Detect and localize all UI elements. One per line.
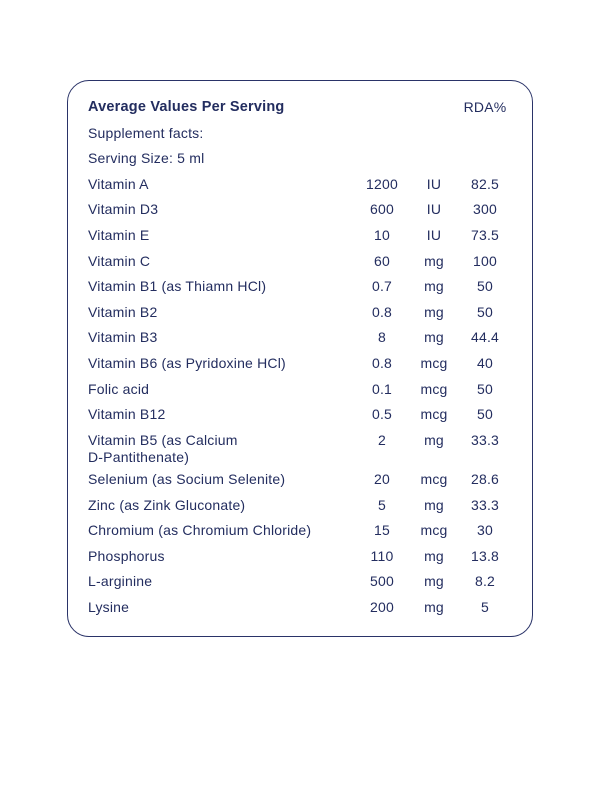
nutrient-amount: 2 xyxy=(378,431,386,448)
nutrient-row: Vitamin B12 0.5 mcg 50 xyxy=(88,402,512,428)
nutrient-row: Selenium (as Socium Selenite) 20 mcg 28.… xyxy=(88,467,512,493)
nutrient-name: Vitamin B5 (as Calcium D-Pantithenate) xyxy=(88,431,238,466)
nutrient-amount: 5 xyxy=(378,496,386,513)
serving-size-line-row: Serving Size: 5 ml xyxy=(88,146,512,172)
nutrient-rda: 50 xyxy=(477,406,493,423)
nutrient-rda: 8.2 xyxy=(474,573,496,590)
nutrient-amount: 0.1 xyxy=(371,380,393,397)
supplement-facts-line: Supplement facts: xyxy=(88,124,204,141)
nutrient-rda: 73.5 xyxy=(470,226,500,243)
nutrient-amount: 600 xyxy=(370,201,394,218)
nutrient-name: Vitamin B2 xyxy=(88,303,158,320)
nutrient-amount: 15 xyxy=(374,522,390,539)
nutrient-name: Phosphorus xyxy=(88,547,165,564)
nutrient-rda: 50 xyxy=(477,380,493,397)
nutrient-unit: IU xyxy=(426,226,442,243)
nutrient-amount: 0.8 xyxy=(371,303,393,320)
nutrient-row: Zinc (as Zink Gluconate) 5 mg 33.3 xyxy=(88,493,512,519)
nutrient-rda: 33.3 xyxy=(470,496,500,513)
nutrient-amount: 60 xyxy=(374,252,390,269)
facts-title: Average Values Per Serving xyxy=(88,99,285,115)
nutrient-amount: 8 xyxy=(378,329,386,346)
nutrient-unit: IU xyxy=(426,175,442,192)
nutrient-row: Phosphorus 110 mg 13.8 xyxy=(88,544,512,570)
nutrient-row: Folic acid 0.1 mcg 50 xyxy=(88,377,512,403)
nutrient-name: Folic acid xyxy=(88,380,150,397)
nutrient-row: Vitamin C 60 mg 100 xyxy=(88,249,512,275)
nutrient-amount: 10 xyxy=(374,226,390,243)
nutrient-unit: mg xyxy=(424,303,444,320)
nutrient-row: Vitamin E 10 IU 73.5 xyxy=(88,223,512,249)
nutrient-unit: mg xyxy=(424,598,444,615)
nutrient-name: Vitamin B6 (as Pyridoxine HCl) xyxy=(88,354,286,371)
nutrient-rda: 50 xyxy=(477,278,493,295)
nutrient-amount: 110 xyxy=(370,547,394,564)
nutrient-unit: mcg xyxy=(420,522,448,539)
nutrient-name: Vitamin D3 xyxy=(88,201,159,218)
nutrient-unit: mg xyxy=(424,431,444,448)
nutrient-amount: 1200 xyxy=(366,175,398,192)
serving-size-line: Serving Size: 5 ml xyxy=(88,150,205,167)
nutrient-unit: mg xyxy=(424,547,444,564)
nutrient-name: Vitamin A xyxy=(88,175,149,192)
nutrient-name: Zinc (as Zink Gluconate) xyxy=(88,496,246,513)
nutrient-unit: mg xyxy=(424,329,444,346)
supplement-facts-line-row: Supplement facts: xyxy=(88,121,512,147)
rda-column-header: RDA% xyxy=(463,99,507,115)
nutrient-rda: 13.8 xyxy=(470,547,500,564)
nutrient-row: Vitamin B3 8 mg 44.4 xyxy=(88,325,512,351)
nutrient-amount: 20 xyxy=(374,470,390,487)
nutrient-rda: 5 xyxy=(481,598,489,615)
nutrient-name: Vitamin E xyxy=(88,226,150,243)
nutrient-unit: mcg xyxy=(420,406,448,423)
nutrient-name: L-arginine xyxy=(88,573,153,590)
nutrient-rda: 300 xyxy=(473,201,497,218)
nutrient-row: Vitamin D3 600 IU 300 xyxy=(88,197,512,223)
nutrient-row: Vitamin B6 (as Pyridoxine HCl) 0.8 mcg 4… xyxy=(88,351,512,377)
nutrient-rda: 30 xyxy=(477,522,493,539)
nutrient-rda: 33.3 xyxy=(470,431,500,448)
nutrient-name: Vitamin B1 (as Thiamn HCl) xyxy=(88,278,267,295)
nutrient-unit: mg xyxy=(424,252,444,269)
nutrient-row: Chromium (as Chromium Chloride) 15 mcg 3… xyxy=(88,518,512,544)
nutrient-unit: mg xyxy=(424,496,444,513)
nutrient-unit: mcg xyxy=(420,470,448,487)
facts-header: Average Values Per Serving RDA% xyxy=(88,95,512,121)
nutrient-name: Vitamin B12 xyxy=(88,406,166,423)
nutrient-amount: 0.7 xyxy=(371,278,393,295)
nutrient-row: Lysine 200 mg 5 xyxy=(88,595,512,621)
nutrient-row: L-arginine 500 mg 8.2 xyxy=(88,569,512,595)
nutrient-amount: 0.5 xyxy=(371,406,393,423)
nutrient-row: Vitamin A 1200 IU 82.5 xyxy=(88,172,512,198)
supplement-facts-card: Average Values Per Serving RDA% Suppleme… xyxy=(67,80,533,637)
nutrient-rda: 40 xyxy=(477,354,493,371)
nutrient-amount: 500 xyxy=(370,573,394,590)
nutrient-rda: 28.6 xyxy=(470,470,500,487)
nutrient-unit: IU xyxy=(426,201,442,218)
nutrient-unit: mcg xyxy=(420,354,448,371)
nutrient-row: Vitamin B2 0.8 mg 50 xyxy=(88,300,512,326)
nutrient-rda: 50 xyxy=(477,303,493,320)
nutrient-amount: 200 xyxy=(370,598,394,615)
nutrient-name: Selenium (as Socium Selenite) xyxy=(88,470,286,487)
nutrient-row: Vitamin B5 (as Calcium D-Pantithenate) 2… xyxy=(88,428,512,467)
nutrient-unit: mcg xyxy=(420,380,448,397)
nutrient-rda: 100 xyxy=(473,252,497,269)
nutrient-name: Vitamin B3 xyxy=(88,329,158,346)
nutrient-rda: 82.5 xyxy=(470,175,500,192)
nutrient-unit: mg xyxy=(424,573,444,590)
nutrient-unit: mg xyxy=(424,278,444,295)
nutrient-name: Chromium (as Chromium Chloride) xyxy=(88,522,312,539)
nutrient-name: Lysine xyxy=(88,598,130,615)
nutrient-row: Vitamin B1 (as Thiamn HCl) 0.7 mg 50 xyxy=(88,274,512,300)
nutrient-name: Vitamin C xyxy=(88,252,151,269)
nutrient-amount: 0.8 xyxy=(371,354,393,371)
nutrient-rda: 44.4 xyxy=(470,329,500,346)
